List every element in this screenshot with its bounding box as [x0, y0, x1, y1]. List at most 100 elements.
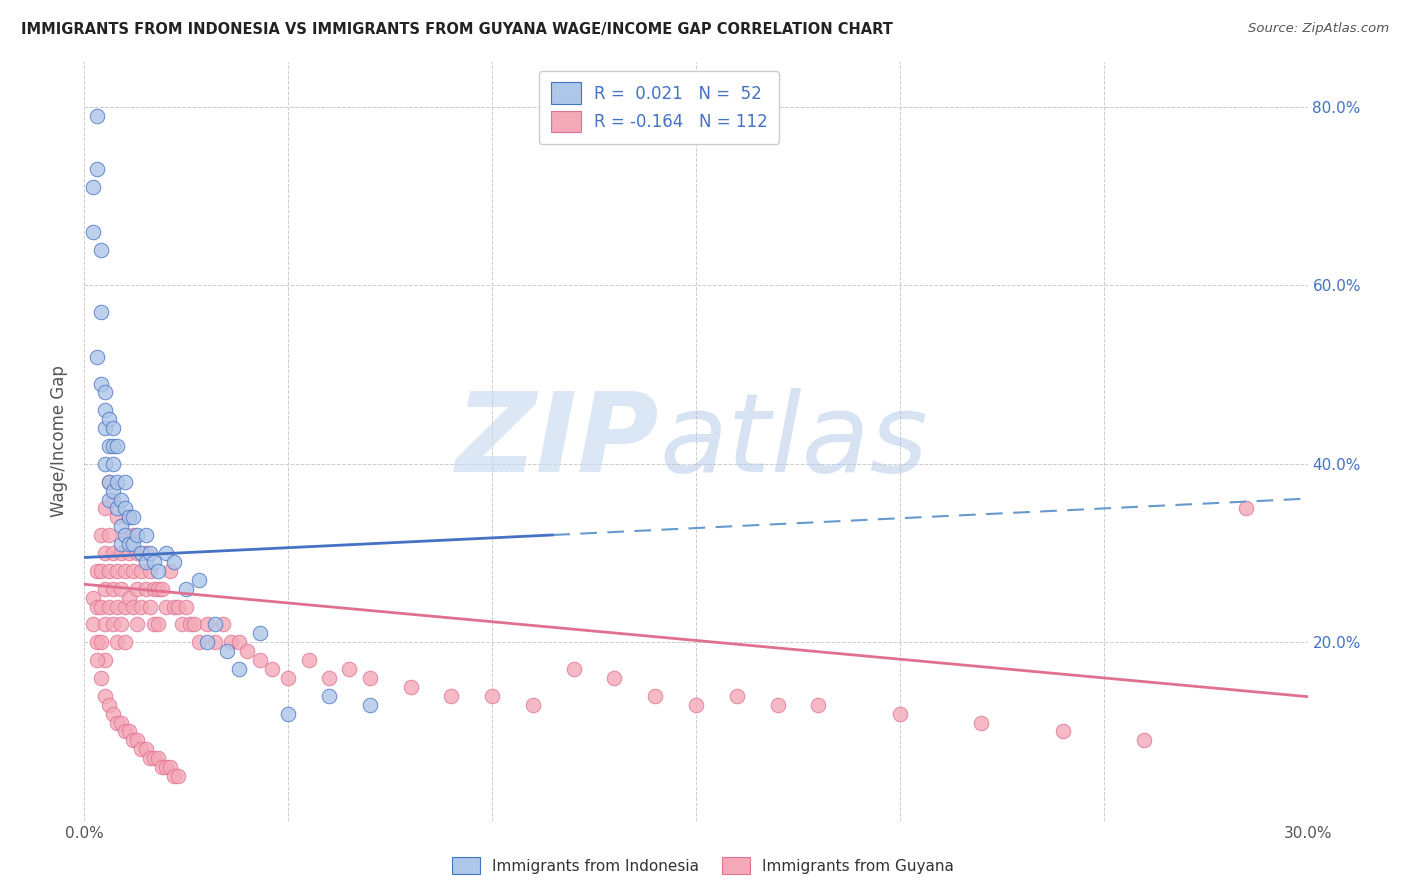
Point — [97, 412, 120, 426]
Point — [97, 698, 120, 712]
Point — [174, 582, 197, 596]
Point — [118, 510, 141, 524]
Legend: R =  0.021   N =  52, R = -0.164   N = 112: R = 0.021 N = 52, R = -0.164 N = 112 — [538, 70, 779, 144]
Point — [97, 564, 120, 578]
Point — [118, 724, 141, 739]
Point — [172, 617, 194, 632]
Point — [90, 564, 112, 578]
Point — [82, 617, 104, 632]
Point — [105, 715, 128, 730]
Point — [122, 537, 145, 551]
Point — [110, 537, 132, 551]
Point — [90, 599, 112, 614]
Point — [298, 653, 321, 667]
Point — [339, 662, 361, 676]
Text: Source: ZipAtlas.com: Source: ZipAtlas.com — [1249, 22, 1389, 36]
Point — [1236, 501, 1258, 516]
Point — [155, 760, 177, 774]
Point — [90, 671, 112, 685]
Point — [90, 376, 112, 391]
Point — [146, 564, 169, 578]
Legend: Immigrants from Indonesia, Immigrants from Guyana: Immigrants from Indonesia, Immigrants fr… — [446, 851, 960, 880]
Point — [562, 662, 585, 676]
Point — [101, 706, 124, 721]
Point — [204, 635, 226, 649]
Point — [766, 698, 789, 712]
Point — [118, 591, 141, 605]
Point — [105, 501, 128, 516]
Point — [122, 733, 145, 747]
Point — [93, 385, 115, 400]
Point — [93, 546, 115, 560]
Point — [86, 564, 108, 578]
Point — [163, 555, 186, 569]
Point — [90, 305, 112, 319]
Point — [138, 751, 160, 765]
Point — [195, 635, 218, 649]
Point — [93, 689, 115, 703]
Point — [212, 617, 235, 632]
Point — [249, 626, 271, 640]
Point — [644, 689, 666, 703]
Point — [146, 582, 169, 596]
Point — [86, 162, 108, 177]
Point — [163, 769, 186, 783]
Point — [522, 698, 544, 712]
Point — [142, 555, 165, 569]
Point — [93, 457, 115, 471]
Point — [481, 689, 503, 703]
Point — [82, 225, 104, 239]
Point — [86, 653, 108, 667]
Point — [105, 599, 128, 614]
Point — [187, 635, 209, 649]
Point — [86, 635, 108, 649]
Point — [114, 501, 136, 516]
Point — [90, 243, 112, 257]
Point — [82, 180, 104, 194]
Point — [114, 475, 136, 489]
Point — [105, 475, 128, 489]
Point — [93, 617, 115, 632]
Point — [101, 492, 124, 507]
Point — [118, 537, 141, 551]
Point — [122, 510, 145, 524]
Point — [122, 599, 145, 614]
Point — [174, 599, 197, 614]
Point — [86, 599, 108, 614]
Point — [110, 519, 132, 533]
Point — [93, 403, 115, 417]
Point — [204, 617, 226, 632]
Point — [101, 617, 124, 632]
Point — [105, 510, 128, 524]
Point — [101, 582, 124, 596]
Text: atlas: atlas — [659, 388, 928, 495]
Y-axis label: Wage/Income Gap: Wage/Income Gap — [51, 366, 69, 517]
Point — [359, 671, 381, 685]
Point — [93, 421, 115, 435]
Point — [277, 706, 299, 721]
Point — [159, 760, 181, 774]
Point — [146, 751, 169, 765]
Point — [127, 733, 149, 747]
Point — [249, 653, 271, 667]
Point — [138, 564, 160, 578]
Point — [163, 599, 186, 614]
Point — [135, 528, 157, 542]
Point — [122, 528, 145, 542]
Point — [359, 698, 381, 712]
Point — [277, 671, 299, 685]
Point — [97, 475, 120, 489]
Point — [110, 492, 132, 507]
Point — [142, 617, 165, 632]
Point — [101, 546, 124, 560]
Point — [440, 689, 463, 703]
Point — [114, 564, 136, 578]
Point — [127, 546, 149, 560]
Point — [131, 546, 153, 560]
Point — [399, 680, 422, 694]
Point — [217, 644, 239, 658]
Point — [97, 528, 120, 542]
Point — [101, 439, 124, 453]
Point — [135, 555, 157, 569]
Point — [195, 617, 218, 632]
